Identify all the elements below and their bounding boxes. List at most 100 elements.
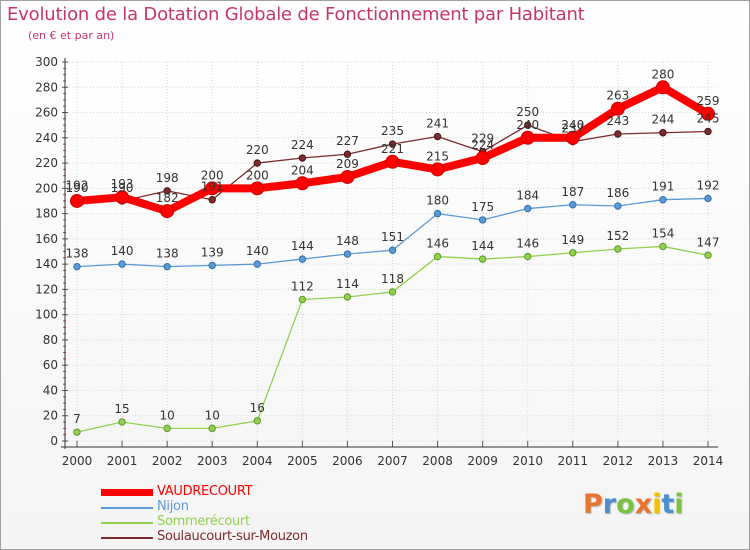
- x-tick-label: 2006: [332, 454, 363, 468]
- data-label: 259: [697, 94, 720, 108]
- y-tick-label: 140: [35, 257, 58, 271]
- chart-title: Evolution de la Dotation Globale de Fonc…: [7, 4, 585, 25]
- x-tick-label: 2001: [107, 454, 138, 468]
- data-label: 140: [111, 244, 134, 258]
- x-tick-label: 2002: [152, 454, 183, 468]
- data-point: [614, 202, 622, 210]
- data-point: [73, 262, 81, 271]
- data-point: [163, 187, 171, 195]
- data-point: [340, 169, 355, 184]
- logo-letter: o: [616, 489, 635, 520]
- chart-legend: VAUDRECOURT Nijon Sommerécourt Soulaucourt-…: [101, 485, 361, 545]
- x-tick-label: 2014: [693, 454, 724, 468]
- data-point: [565, 130, 580, 145]
- data-label: 190: [111, 181, 134, 195]
- data-label: 146: [516, 237, 539, 251]
- data-label: 209: [336, 157, 359, 171]
- data-point: [205, 181, 220, 196]
- data-label: 250: [516, 105, 539, 119]
- x-tick-label: 2004: [242, 454, 273, 468]
- y-tick-label: 160: [35, 232, 58, 246]
- data-point: [614, 130, 622, 138]
- legend-label: Sommerécourt: [157, 514, 250, 529]
- data-label: 198: [156, 171, 179, 185]
- x-tick-label: 2000: [62, 454, 93, 468]
- data-point: [343, 150, 352, 158]
- y-tick-label: 100: [35, 308, 58, 322]
- data-label: 140: [246, 244, 269, 258]
- data-point: [520, 130, 535, 145]
- x-tick-label: 2003: [197, 454, 228, 468]
- data-point: [659, 196, 667, 204]
- data-label: 16: [250, 401, 265, 415]
- data-label: 7: [73, 412, 81, 426]
- logo-letter: i: [652, 489, 662, 520]
- data-label: 187: [561, 185, 584, 199]
- data-label: 191: [651, 180, 674, 194]
- data-point: [253, 417, 261, 425]
- data-point: [208, 261, 216, 270]
- data-point: [655, 80, 670, 95]
- data-label: 10: [160, 408, 175, 422]
- data-point: [343, 250, 352, 258]
- y-tick-label: 120: [35, 282, 58, 296]
- data-label: 175: [471, 200, 494, 214]
- data-label: 244: [651, 113, 674, 127]
- x-tick-label: 2009: [467, 454, 498, 468]
- y-tick-label: 20: [43, 409, 58, 423]
- logo-letter: x: [634, 489, 653, 520]
- data-label: 138: [66, 247, 89, 261]
- data-label: 184: [516, 189, 539, 203]
- data-label: 240: [561, 118, 584, 132]
- data-label: 200: [246, 168, 269, 182]
- proxiti-logo: Proxiti: [583, 489, 684, 520]
- logo-letter: i: [674, 489, 684, 520]
- data-point: [343, 293, 352, 301]
- data-label: 237: [561, 122, 584, 136]
- data-label: 180: [426, 194, 449, 208]
- data-point: [433, 252, 442, 261]
- data-label: 144: [471, 239, 494, 253]
- data-point: [253, 260, 261, 268]
- logo-letter: r: [602, 489, 617, 520]
- data-point: [704, 127, 712, 136]
- data-label: 186: [606, 186, 629, 200]
- y-tick-label: 300: [35, 55, 58, 69]
- legend-swatch: [101, 522, 153, 524]
- data-label: 152: [606, 229, 629, 243]
- data-point: [163, 262, 171, 271]
- data-point: [430, 162, 445, 177]
- data-point: [253, 159, 261, 167]
- data-label: 191: [201, 180, 224, 194]
- data-point: [115, 190, 130, 205]
- data-point: [433, 209, 442, 218]
- data-point: [704, 251, 712, 259]
- data-point: [569, 201, 577, 209]
- data-point: [478, 255, 487, 263]
- y-tick-label: 40: [43, 383, 58, 397]
- legend-label: Soulaucourt-sur-Mouzon: [157, 529, 308, 544]
- y-tick-label: 260: [35, 106, 58, 120]
- data-label: 221: [381, 142, 404, 156]
- data-label: 215: [426, 149, 449, 163]
- data-label: 151: [381, 230, 404, 244]
- x-tick-label: 2005: [287, 454, 318, 468]
- data-point: [73, 428, 81, 436]
- data-label: 146: [426, 237, 449, 251]
- data-label: 280: [651, 67, 674, 81]
- data-point: [524, 204, 532, 213]
- data-point: [250, 181, 265, 196]
- legend-label: VAUDRECOURT: [157, 484, 253, 499]
- data-point: [118, 260, 126, 268]
- legend-item: VAUDRECOURT: [101, 485, 361, 500]
- data-point: [701, 106, 715, 121]
- data-point: [385, 154, 400, 169]
- logo-letter: t: [661, 489, 675, 520]
- logo-letter: P: [583, 489, 603, 520]
- chart-subtitle: (en € et par an): [28, 29, 115, 42]
- legend-swatch: [101, 507, 153, 509]
- data-label: 204: [291, 163, 314, 177]
- data-label: 149: [561, 233, 584, 247]
- data-label: 147: [697, 235, 720, 249]
